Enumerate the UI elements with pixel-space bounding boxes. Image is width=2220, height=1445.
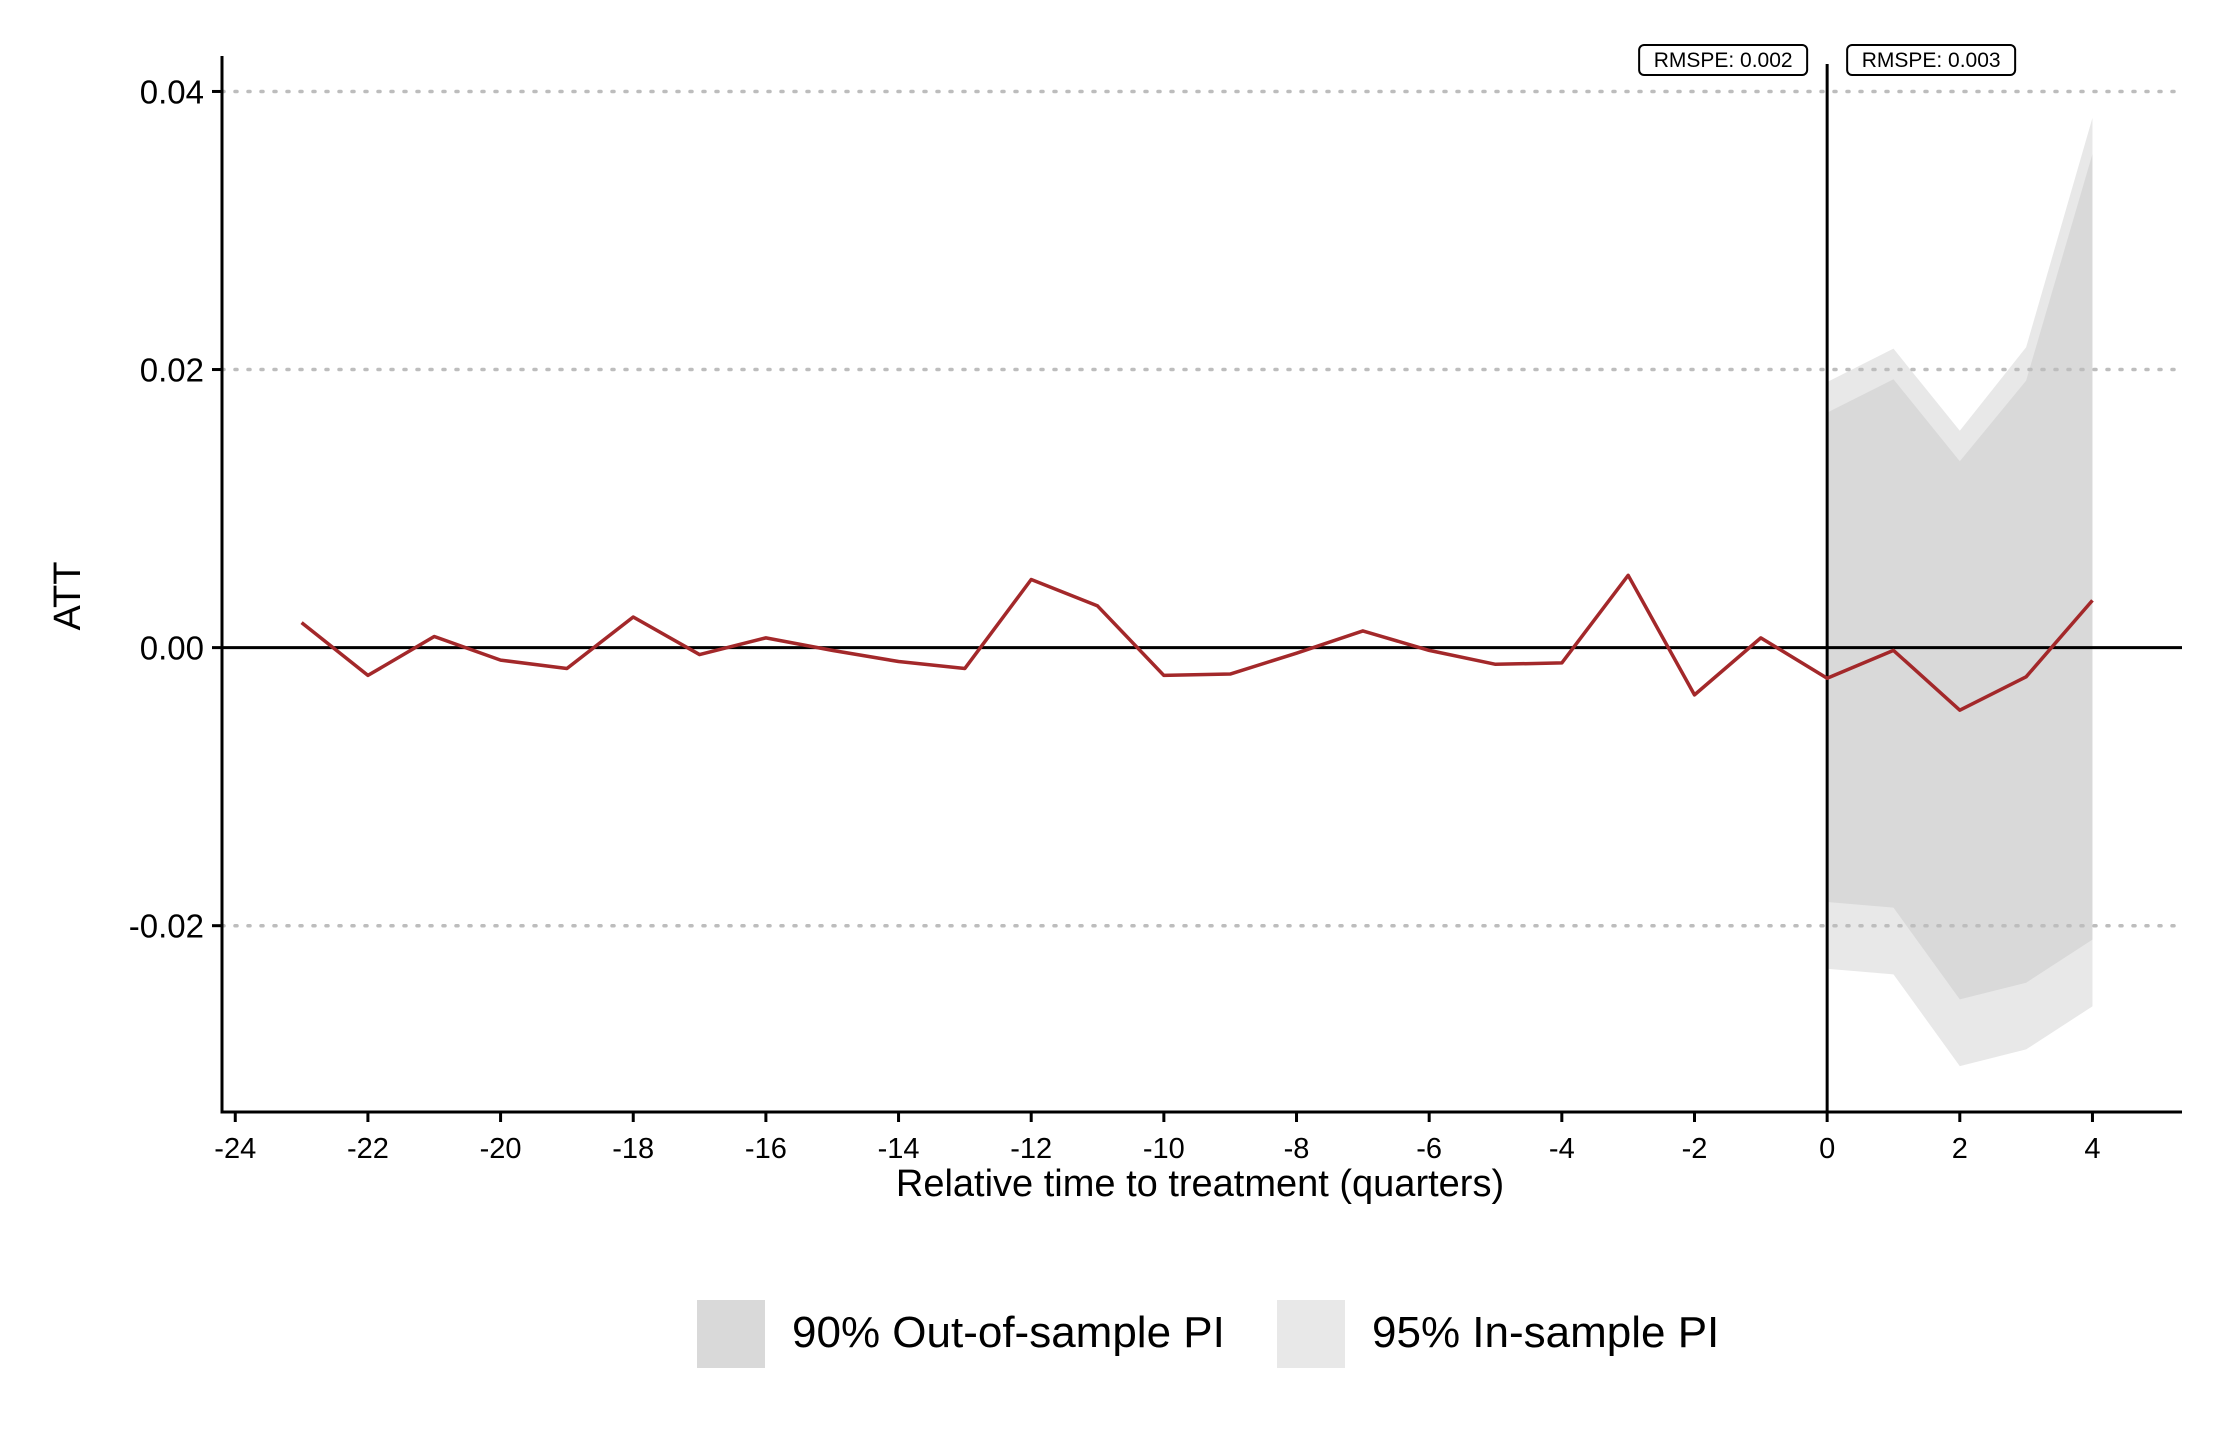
y-tick-label: -0.02	[129, 908, 204, 945]
prediction-interval-bands	[1827, 117, 2093, 1067]
x-tick-label: -4	[1549, 1133, 1575, 1165]
y-tick-label: 0.00	[140, 630, 204, 667]
x-axis-title: Relative time to treatment (quarters)	[896, 1163, 1504, 1205]
x-tick-label: -14	[878, 1133, 920, 1165]
x-tick-label: -6	[1416, 1133, 1442, 1165]
legend: 90% Out-of-sample PI 95% In-sample PI	[697, 1300, 1719, 1368]
legend-key-swatch	[697, 1300, 765, 1368]
x-tick-label: -8	[1284, 1133, 1310, 1165]
y-tick-label: 0.04	[140, 73, 204, 110]
rmspe-label: RMSPE: 0.003	[1862, 49, 2001, 72]
x-tick-label: -2	[1682, 1133, 1708, 1165]
x-tick-label: 2	[1952, 1133, 1968, 1165]
x-tick-label: 4	[2084, 1133, 2100, 1165]
att-series	[300, 573, 2094, 712]
x-tick-label: -20	[480, 1133, 522, 1165]
x-tick-label: -22	[347, 1133, 389, 1165]
x-tick-label: 0	[1819, 1133, 1835, 1165]
x-tick-label: -18	[612, 1133, 654, 1165]
x-tick-label: -24	[214, 1133, 256, 1165]
rmspe-annotation-1: RMSPE: 0.003	[1846, 44, 2017, 76]
y-gridlines	[220, 89, 2184, 928]
rmspe-box	[1846, 44, 2017, 76]
rmspe-box	[1638, 44, 1809, 76]
legend-item-1: 95% In-sample PI	[1277, 1300, 1719, 1368]
y-axis-title: ATT	[47, 562, 89, 631]
axes: -0.020.000.020.04-24 -22 -20 -18 -16 -14 -12 -1…	[129, 56, 2182, 1165]
rmspe-label: RMSPE: 0.002	[1654, 49, 1793, 72]
rmspe-annotations: RMSPE: 0.002 RMSPE: 0.003	[1638, 44, 2017, 76]
reference-lines	[222, 64, 2182, 1112]
x-tick-label: -10	[1143, 1133, 1185, 1165]
rmspe-annotation-0: RMSPE: 0.002	[1638, 44, 1809, 76]
x-tick-label: -12	[1010, 1133, 1052, 1165]
y-tick-label: 0.02	[140, 352, 204, 389]
legend-key-swatch	[1277, 1300, 1345, 1368]
series-line-0	[300, 573, 2094, 712]
legend-item-0: 90% Out-of-sample PI	[697, 1300, 1225, 1368]
legend-label: 95% In-sample PI	[1372, 1308, 1719, 1357]
x-tick-label: -16	[745, 1133, 787, 1165]
legend-label: 90% Out-of-sample PI	[792, 1308, 1225, 1357]
band-1	[1827, 154, 2093, 1000]
